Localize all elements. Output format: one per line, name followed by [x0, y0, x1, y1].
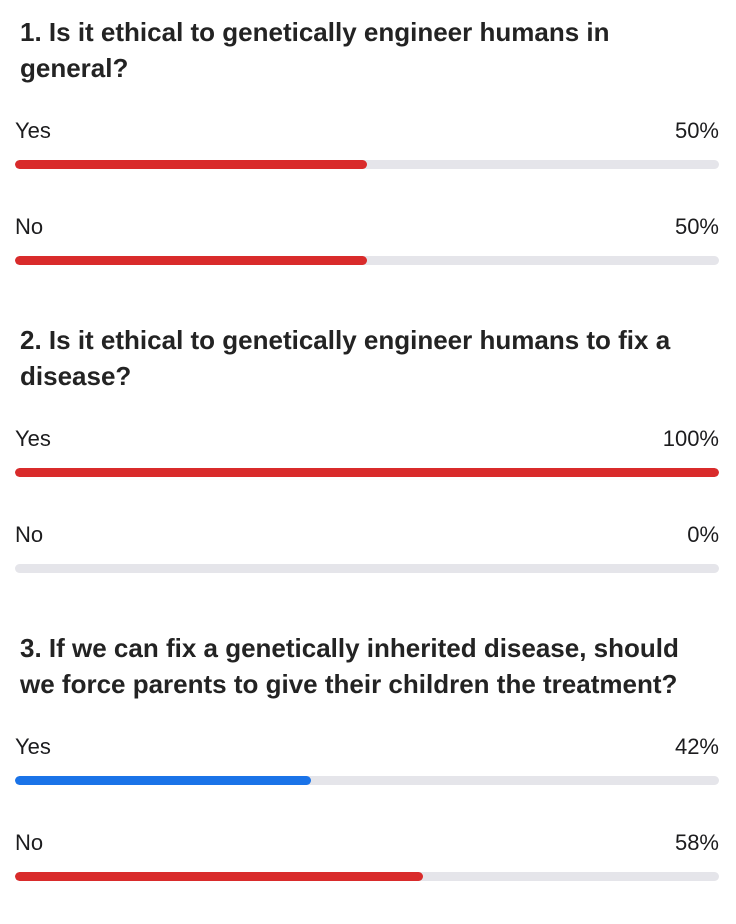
question-2: 2. Is it ethical to genetically engineer… — [0, 308, 736, 616]
option-yes: Yes 42% — [15, 732, 719, 792]
option-percent: 0% — [687, 522, 719, 547]
option-percent: 100% — [662, 426, 719, 451]
result-bar-track — [15, 872, 719, 881]
option-percent: 50% — [674, 214, 719, 239]
result-bar-fill — [15, 256, 367, 265]
result-bar-fill — [15, 468, 719, 477]
question-title: 1. Is it ethical to genetically engineer… — [20, 17, 610, 83]
result-bar-track — [15, 256, 719, 265]
poll-results: 1. Is it ethical to genetically engineer… — [0, 0, 736, 881]
option-percent: 58% — [674, 830, 719, 855]
option-label: Yes — [15, 118, 51, 143]
option-no: No 58% — [15, 828, 719, 888]
option-label: No — [15, 830, 44, 855]
result-bar-fill — [15, 872, 424, 881]
option-label: No — [15, 522, 44, 547]
result-bar-fill — [15, 160, 367, 169]
option-label: Yes — [15, 426, 51, 451]
option-label: Yes — [15, 734, 51, 759]
option-no: No 0% — [15, 520, 719, 580]
option-percent: 50% — [674, 118, 719, 143]
option-yes: Yes 50% — [15, 116, 719, 176]
result-bar-track — [15, 776, 719, 785]
result-bar-fill — [15, 776, 311, 785]
option-yes: Yes 100% — [15, 424, 719, 484]
result-bar-track — [15, 468, 719, 477]
result-bar-track — [15, 564, 719, 573]
question-3: 3. If we can fix a genetically inherited… — [0, 616, 736, 924]
question-title: 3. If we can fix a genetically inherited… — [20, 633, 679, 699]
question-title: 2. Is it ethical to genetically engineer… — [20, 325, 671, 391]
result-bar-track — [15, 160, 719, 169]
option-no: No 50% — [15, 212, 719, 272]
question-1: 1. Is it ethical to genetically engineer… — [0, 0, 736, 308]
option-label: No — [15, 214, 44, 239]
option-percent: 42% — [674, 734, 719, 759]
